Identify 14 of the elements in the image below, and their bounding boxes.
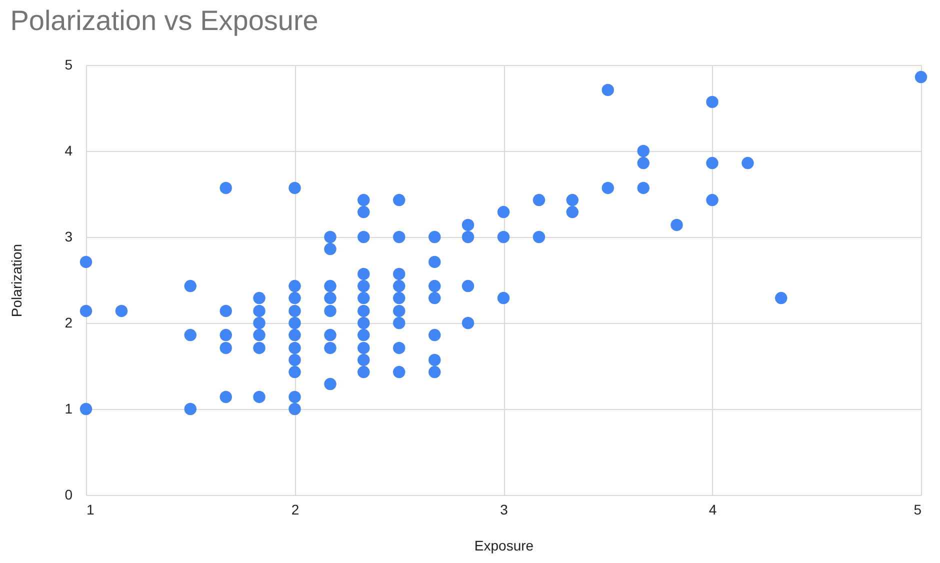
y-tick-label: 0: [64, 486, 73, 502]
y-tick-label: 3: [64, 228, 73, 244]
y-tick-label: 5: [64, 56, 73, 72]
chart-title: Polarization vs Exposure: [10, 5, 318, 36]
x-tick-label: 4: [708, 502, 717, 518]
x-axis-title: Exposure: [474, 538, 534, 554]
x-tick-label: 3: [500, 502, 508, 518]
x-tick-label: 1: [86, 502, 94, 518]
x-tick-label: 5: [914, 502, 922, 518]
y-tick-label: 4: [64, 142, 73, 158]
y-tick-label: 1: [64, 400, 73, 416]
x-tick-label: 2: [291, 502, 300, 518]
y-tick-label: 2: [64, 314, 73, 330]
y-axis-title: Polarization: [8, 244, 25, 318]
